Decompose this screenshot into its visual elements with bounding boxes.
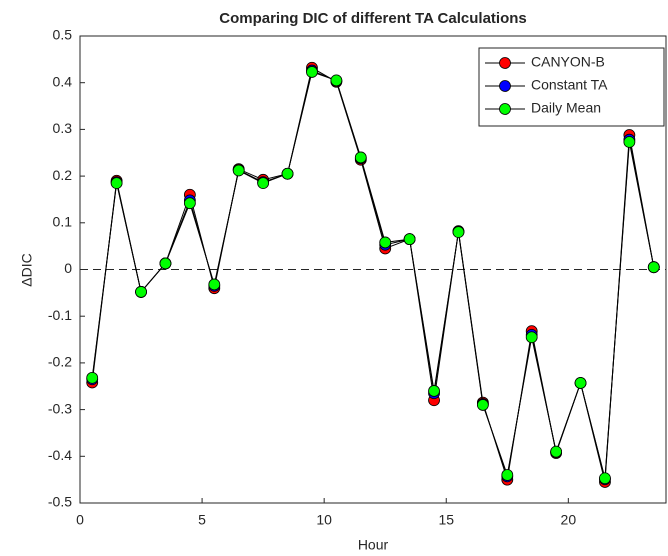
y-tick-label: 0.5 — [53, 27, 73, 43]
y-tick-label: 0.1 — [53, 214, 73, 230]
marker — [599, 472, 611, 485]
marker — [452, 226, 465, 239]
chart-title: Comparing DIC of different TA Calculatio… — [219, 10, 527, 27]
legend-marker — [499, 103, 511, 115]
marker — [403, 233, 416, 246]
x-tick-label: 5 — [198, 512, 206, 528]
legend-marker — [499, 80, 511, 92]
marker — [379, 236, 392, 249]
y-tick-label: -0.1 — [48, 307, 72, 323]
x-tick-label: 0 — [76, 512, 84, 528]
marker — [354, 151, 367, 164]
y-tick-label: 0.4 — [53, 73, 73, 89]
series-line — [91, 71, 655, 479]
legend-marker — [499, 57, 511, 69]
legend-label: Daily Mean — [531, 100, 601, 116]
y-tick-label: -0.5 — [48, 494, 72, 510]
y-tick-label: -0.4 — [48, 447, 72, 463]
y-axis-label: ΔDIC — [19, 253, 35, 286]
marker — [135, 286, 147, 298]
x-tick-label: 10 — [316, 512, 332, 528]
marker — [257, 177, 270, 190]
marker — [110, 177, 123, 190]
marker — [550, 445, 563, 458]
marker — [159, 257, 172, 270]
legend-label: CANYON-B — [531, 54, 605, 70]
marker — [623, 136, 636, 148]
marker — [306, 66, 318, 78]
marker — [574, 377, 587, 389]
marker — [647, 261, 660, 274]
legend-label: Constant TA — [531, 77, 608, 93]
y-tick-label: 0.2 — [53, 167, 73, 183]
y-tick-label: -0.3 — [48, 400, 72, 416]
marker — [86, 371, 99, 384]
marker — [525, 331, 538, 344]
y-tick-label: 0.3 — [53, 120, 73, 136]
marker — [501, 469, 514, 481]
marker — [232, 164, 245, 177]
marker — [281, 167, 294, 180]
marker — [476, 399, 489, 411]
marker — [428, 385, 440, 397]
marker — [183, 197, 196, 210]
marker — [208, 278, 221, 291]
marker — [330, 74, 343, 87]
x-axis-label: Hour — [358, 537, 389, 553]
y-tick-label: 0 — [64, 260, 72, 276]
y-tick-label: -0.2 — [48, 354, 72, 370]
x-tick-label: 15 — [438, 512, 454, 528]
x-tick-label: 20 — [561, 512, 577, 528]
